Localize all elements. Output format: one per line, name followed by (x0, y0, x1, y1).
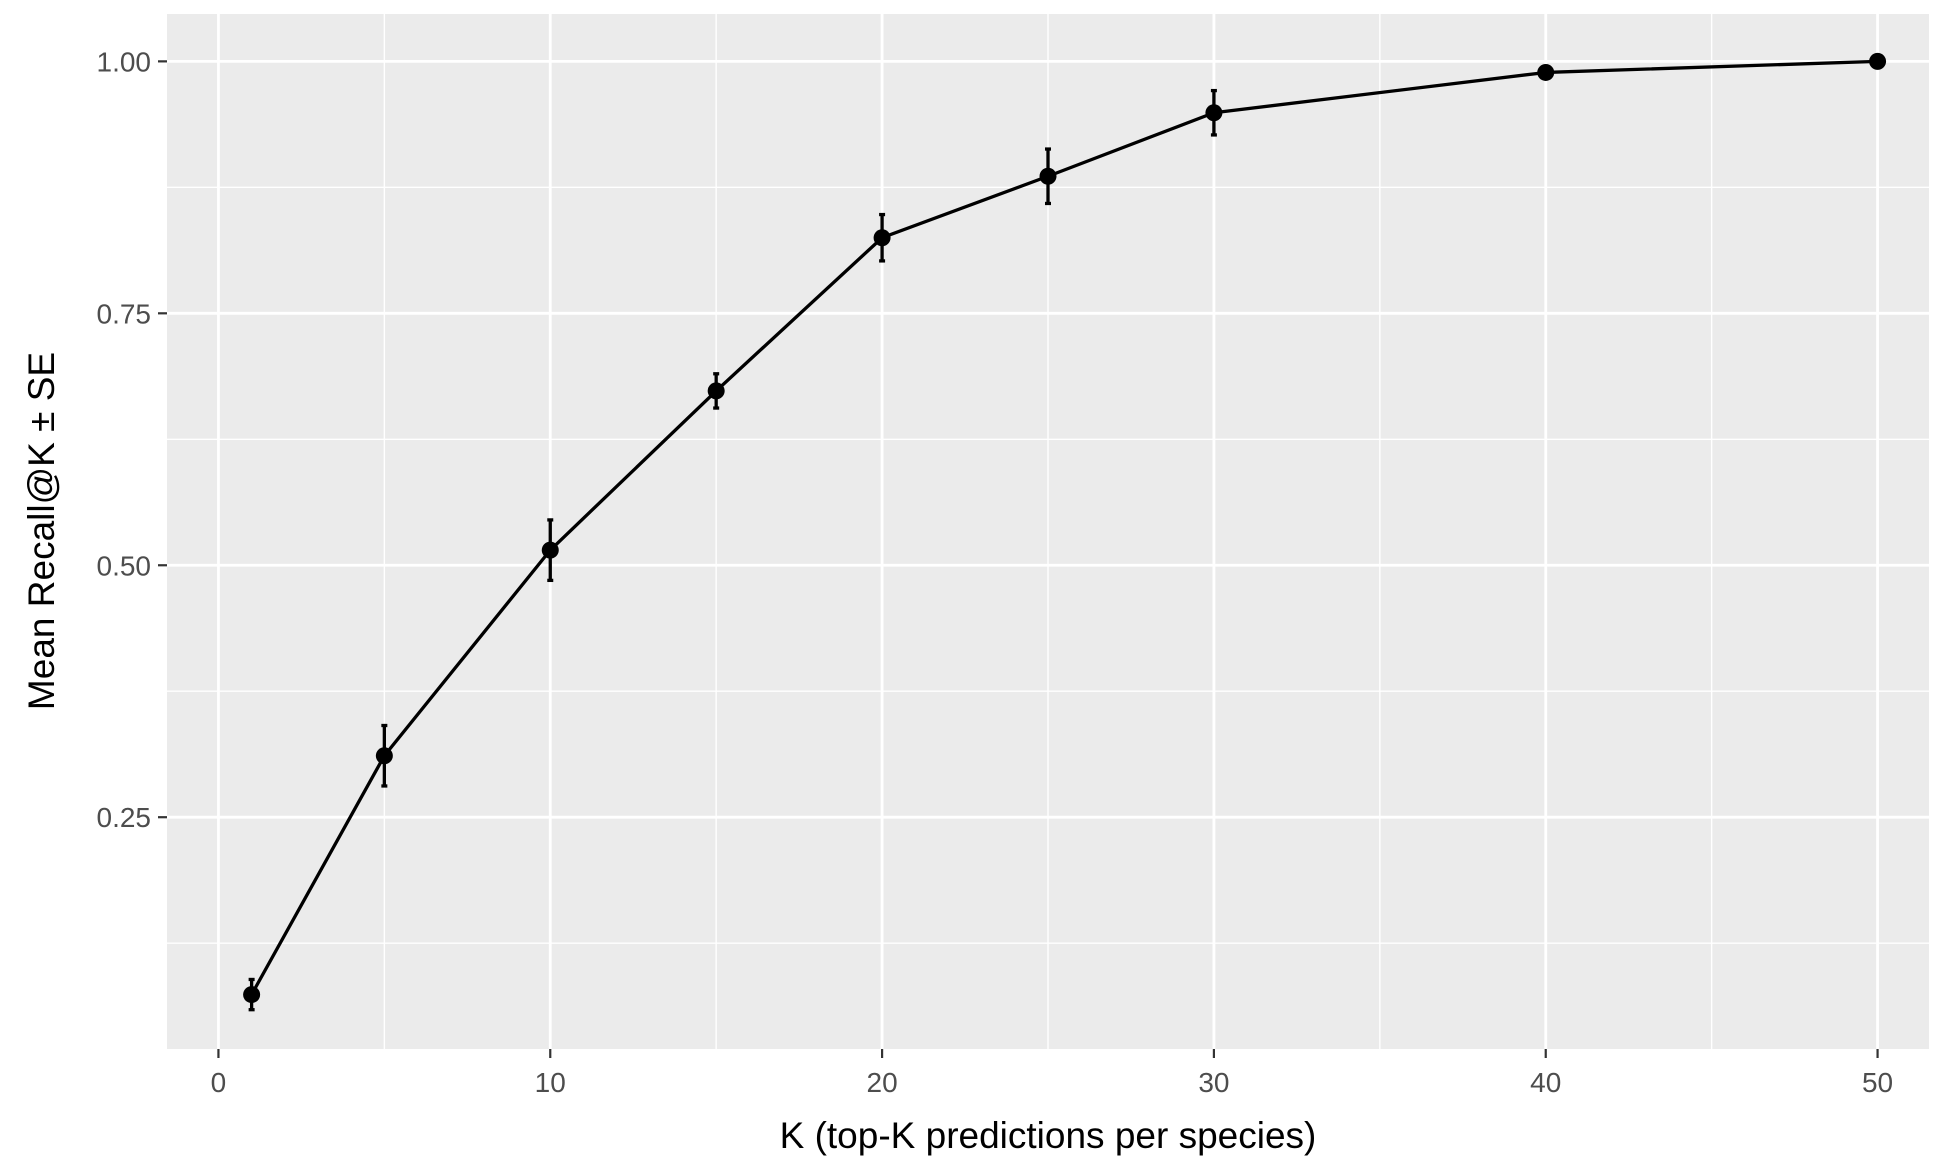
data-point (707, 382, 725, 400)
x-tick-label: 10 (535, 1067, 566, 1098)
data-point (243, 986, 261, 1004)
x-tick-label: 0 (211, 1067, 227, 1098)
y-tick-label: 0.25 (97, 802, 152, 833)
y-tick-labels: 0.25 0.50 0.75 1.00 (97, 46, 152, 833)
x-axis-title: K (top-K predictions per species) (780, 1115, 1317, 1156)
y-tick-label: 1.00 (97, 46, 152, 77)
data-point (541, 541, 559, 559)
x-tick-label: 50 (1862, 1067, 1893, 1098)
x-tick-labels: 0 10 20 30 40 50 (211, 1067, 1894, 1098)
x-tick-label: 40 (1530, 1067, 1561, 1098)
data-point (1537, 63, 1555, 81)
data-point (1205, 104, 1223, 122)
data-point (375, 747, 393, 765)
data-point (1869, 52, 1887, 70)
data-point (873, 229, 891, 247)
series-layer (243, 52, 1887, 1012)
axis-ticks (158, 60, 1879, 1058)
y-tick-label: 0.50 (97, 550, 152, 581)
y-tick-label: 0.75 (97, 298, 152, 329)
x-tick-label: 20 (867, 1067, 898, 1098)
data-point (1039, 167, 1057, 185)
y-axis-title: Mean Recall@K ± SE (21, 352, 62, 710)
x-tick-label: 30 (1198, 1067, 1229, 1098)
